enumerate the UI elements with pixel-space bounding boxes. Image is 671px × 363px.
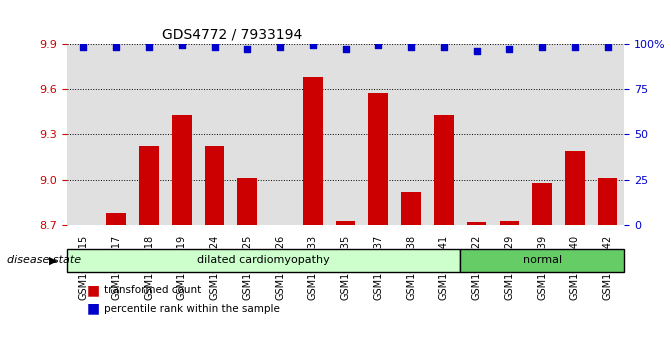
Bar — [139, 146, 159, 225]
Text: GDS4772 / 7933194: GDS4772 / 7933194 — [162, 27, 302, 41]
Bar — [100, 44, 133, 225]
Point — [603, 44, 613, 50]
Bar — [565, 151, 584, 225]
Point — [144, 44, 154, 50]
Point — [209, 44, 220, 50]
Bar — [172, 115, 192, 225]
Bar — [401, 192, 421, 225]
Point — [570, 44, 580, 50]
Bar — [264, 44, 297, 225]
Bar — [67, 44, 100, 225]
Text: transformed count: transformed count — [104, 285, 201, 295]
Bar — [297, 44, 329, 225]
Text: disease state: disease state — [7, 256, 81, 265]
Bar — [336, 220, 356, 225]
Point — [78, 44, 89, 50]
Bar — [493, 44, 526, 225]
Point — [537, 44, 548, 50]
Bar — [231, 44, 264, 225]
Text: percentile rank within the sample: percentile rank within the sample — [104, 303, 280, 314]
Text: ▶: ▶ — [48, 256, 57, 265]
Bar — [434, 115, 454, 225]
Bar — [467, 222, 486, 225]
Point — [111, 44, 121, 50]
Point — [438, 44, 449, 50]
Point — [176, 42, 187, 48]
Point — [406, 44, 417, 50]
Text: dilated cardiomyopathy: dilated cardiomyopathy — [197, 256, 330, 265]
Bar — [198, 44, 231, 225]
Text: ■: ■ — [87, 302, 101, 315]
Bar — [362, 44, 395, 225]
Bar — [558, 44, 591, 225]
Text: normal: normal — [523, 256, 562, 265]
Bar — [205, 146, 224, 225]
Bar — [460, 44, 493, 225]
Bar — [427, 44, 460, 225]
Point — [471, 48, 482, 54]
Bar — [526, 44, 558, 225]
Bar — [532, 183, 552, 225]
Point — [373, 42, 384, 48]
Bar — [329, 44, 362, 225]
Point — [307, 42, 318, 48]
Bar — [165, 44, 198, 225]
Point — [340, 46, 351, 52]
Text: ■: ■ — [87, 284, 101, 297]
Bar — [591, 44, 624, 225]
Bar — [133, 44, 165, 225]
Bar — [238, 178, 257, 225]
Point — [504, 46, 515, 52]
Point — [242, 46, 253, 52]
Bar — [395, 44, 427, 225]
Bar — [368, 93, 388, 225]
Bar — [107, 213, 126, 225]
Point — [274, 44, 285, 50]
Bar — [303, 77, 323, 225]
Bar — [598, 178, 617, 225]
Bar — [499, 220, 519, 225]
